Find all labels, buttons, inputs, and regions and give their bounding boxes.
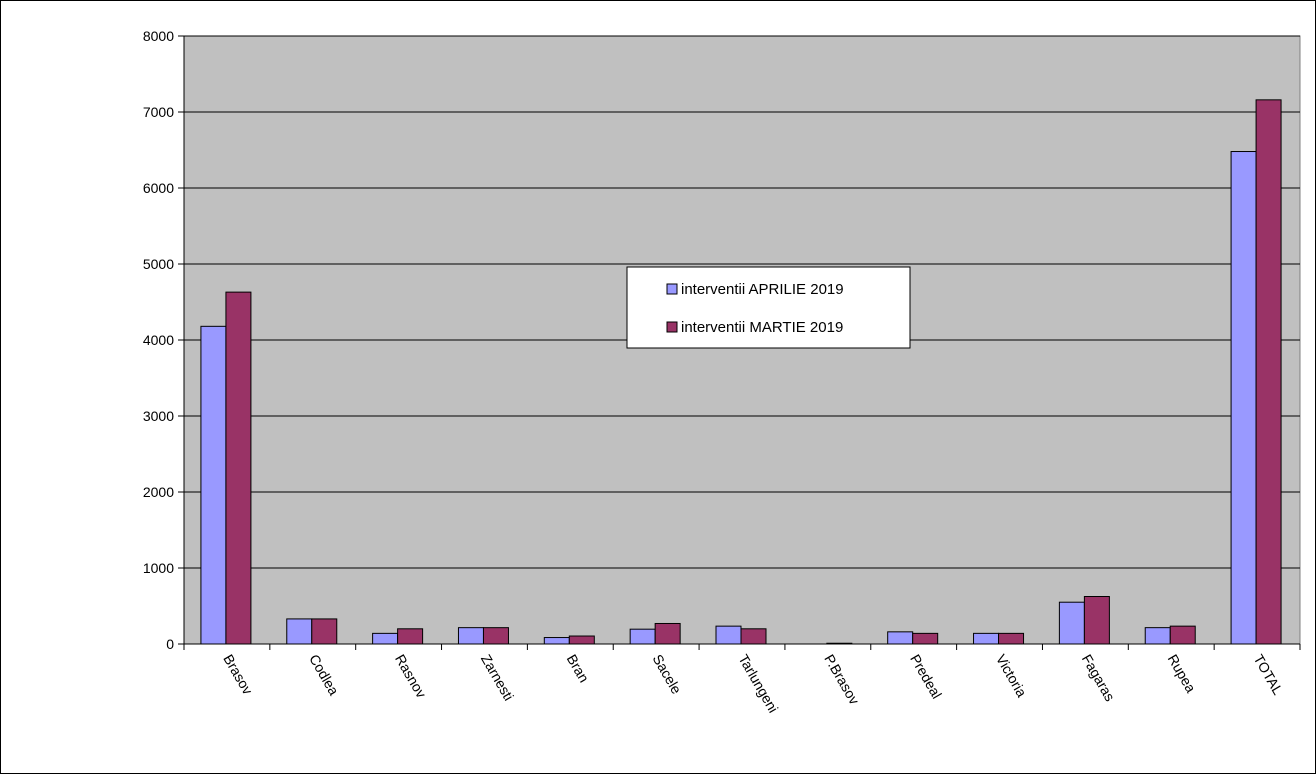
- bar-aprilie: [457, 627, 484, 645]
- legend-box: [626, 266, 911, 349]
- y-tick-label: 1000: [143, 560, 174, 576]
- gridlines: [184, 35, 1300, 569]
- x-tick-label: Tarlungeni: [735, 652, 781, 716]
- y-tick-label: 4000: [143, 332, 174, 348]
- x-tick-label: Bran: [564, 652, 593, 686]
- y-tick-labels: 0 1000 2000 3000 4000 5000 6000 7000 8000: [143, 28, 174, 652]
- legend-label-aprilie: interventii APRILIE 2019: [681, 281, 844, 298]
- x-tick-label: P.Brasov: [821, 652, 862, 708]
- bar-aprilie: [973, 632, 1000, 645]
- x-tick-label: Brasov: [220, 652, 256, 698]
- y-tick-label: 2000: [143, 484, 174, 500]
- x-tick-label: Rupea: [1165, 652, 1200, 696]
- y-tick-label: 3000: [143, 408, 174, 424]
- bar-aprilie: [1144, 627, 1171, 645]
- x-tick-label: Victoria: [993, 652, 1030, 700]
- x-tick-labels: Brasov Codlea Rasnov Zarnesti Bran Sacele Tarl…: [220, 652, 1286, 716]
- bar-aprilie: [200, 325, 227, 645]
- bar-martie: [1169, 625, 1196, 645]
- y-tick-label: 8000: [143, 28, 174, 44]
- x-tick-label: Predeal: [907, 652, 945, 702]
- bar-aprilie: [286, 618, 313, 645]
- bar-aprilie: [372, 632, 399, 645]
- x-tick-label: Zarnesti: [478, 652, 517, 704]
- bar-martie: [568, 635, 595, 645]
- bar-aprilie: [543, 637, 570, 645]
- bar-martie: [912, 632, 939, 645]
- bar-martie: [1255, 99, 1282, 645]
- bar-martie: [1083, 596, 1110, 645]
- bar-martie: [225, 291, 252, 645]
- y-tick-label: 6000: [143, 180, 174, 196]
- bar-martie: [397, 628, 424, 645]
- bar-martie: [311, 618, 338, 645]
- bar-aprilie: [887, 631, 914, 645]
- bar-martie: [482, 627, 509, 645]
- bar-aprilie: [1058, 601, 1085, 645]
- bar-martie: [998, 632, 1025, 645]
- x-tick-label: Fagaras: [1079, 652, 1119, 704]
- y-tick-label: 7000: [143, 104, 174, 120]
- x-tick-label: Codlea: [306, 652, 342, 699]
- x-tick-label: Rasnov: [392, 652, 430, 701]
- legend-swatch-martie: [666, 321, 678, 333]
- y-tick-label: 0: [166, 636, 174, 652]
- bars: [200, 99, 1282, 645]
- x-tick-label: TOTAL: [1250, 652, 1286, 698]
- bar-martie: [740, 628, 767, 645]
- bar-aprilie: [1230, 151, 1257, 645]
- legend-swatch-aprilie: [666, 283, 678, 295]
- legend: interventii APRILIE 2019 interventii MAR…: [626, 266, 911, 349]
- axes: [178, 35, 1301, 650]
- bar-aprilie: [715, 625, 742, 645]
- x-tick-label: Sacele: [650, 652, 685, 697]
- legend-label-martie: interventii MARTIE 2019: [681, 319, 843, 336]
- bar-aprilie: [629, 628, 656, 645]
- y-tick-label: 5000: [143, 256, 174, 272]
- bar-martie: [654, 622, 681, 645]
